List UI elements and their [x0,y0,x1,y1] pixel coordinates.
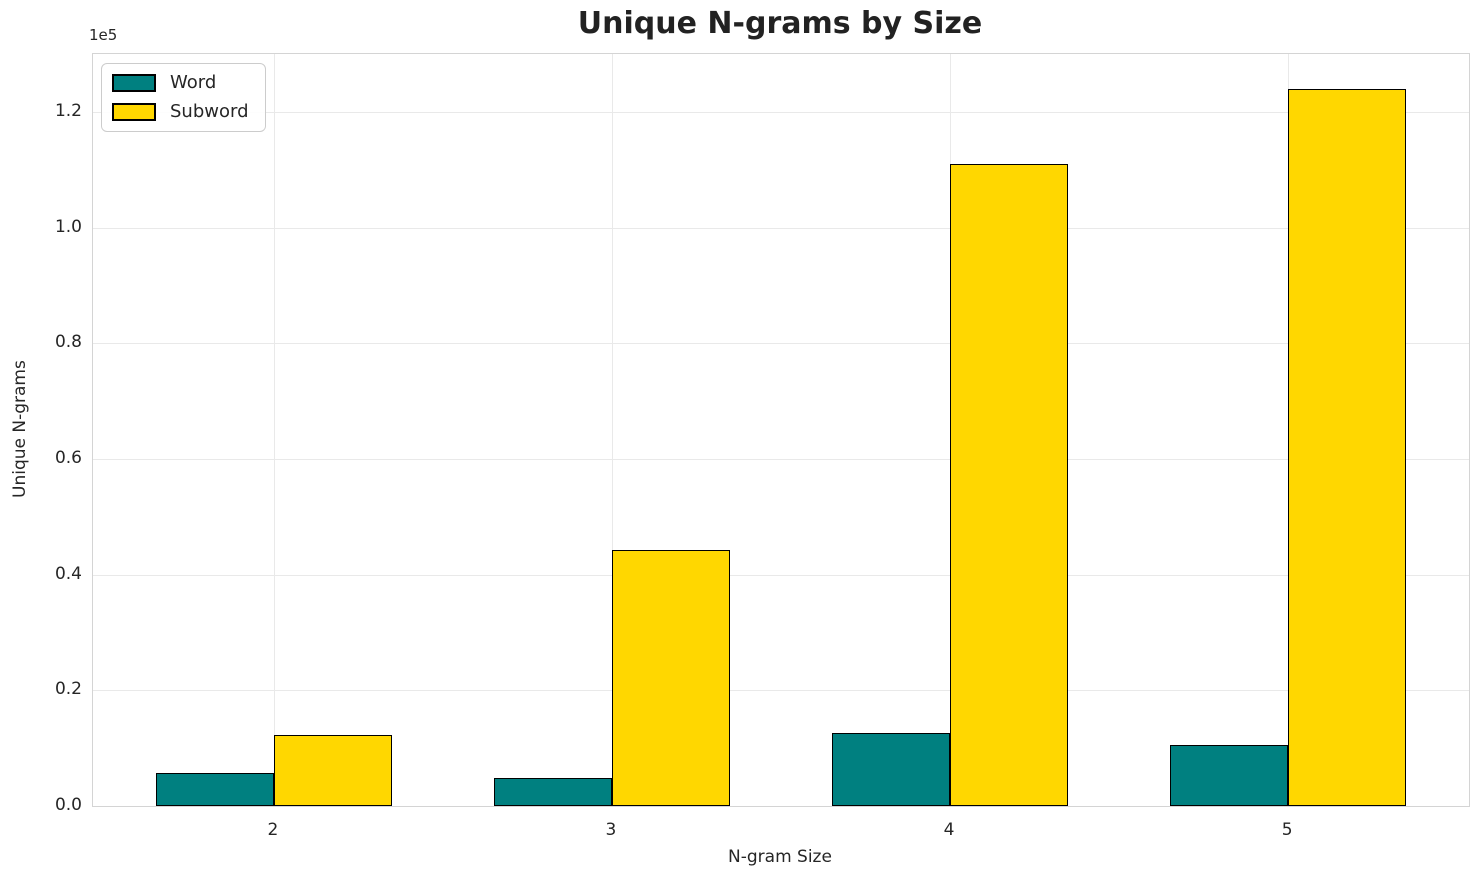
bar-word-4 [831,733,951,806]
legend-item-subword: Subword [112,102,249,122]
y-tick-label: 0.6 [54,447,82,468]
y-axis-offset-label: 1e5 [89,26,118,44]
bar-word-2 [155,773,274,806]
x-tick-label: 2 [267,820,279,840]
y-tick-label: 0.4 [54,563,82,584]
bar-subword-2 [273,735,393,806]
y-tick-label: 1.0 [54,216,82,237]
x-tick-label: 3 [605,820,617,840]
bar-subword-5 [1288,88,1407,806]
y-tick-label: 0.8 [54,332,82,353]
x-axis-label: N-gram Size [728,847,832,867]
bar-subword-3 [611,550,731,806]
y-gridline [93,458,1469,460]
legend-label-word: Word [170,72,217,93]
legend-label-subword: Subword [170,101,249,122]
bar-subword-4 [950,163,1069,806]
y-gridline [93,690,1469,692]
legend-item-word: Word [112,73,249,93]
legend: Word Subword [101,63,266,132]
legend-swatch-word [112,74,156,92]
y-tick-label: 0.2 [54,679,82,700]
y-gridline [93,227,1469,229]
plot-area: Word Subword [92,53,1470,807]
x-gridline [273,54,275,806]
bar-word-5 [1169,744,1289,806]
y-gridline [93,574,1469,576]
y-tick-label: 0.0 [54,795,82,815]
x-tick-label: 5 [1281,820,1293,840]
chart-title: Unique N-grams by Size [577,6,983,41]
x-tick-label: 4 [943,820,955,840]
y-tick-label: 1.2 [54,100,82,121]
y-gridline [93,111,1469,113]
y-gridline [93,343,1469,345]
legend-swatch-subword [112,103,156,121]
x-gridline [611,54,613,806]
bar-word-3 [493,777,612,806]
